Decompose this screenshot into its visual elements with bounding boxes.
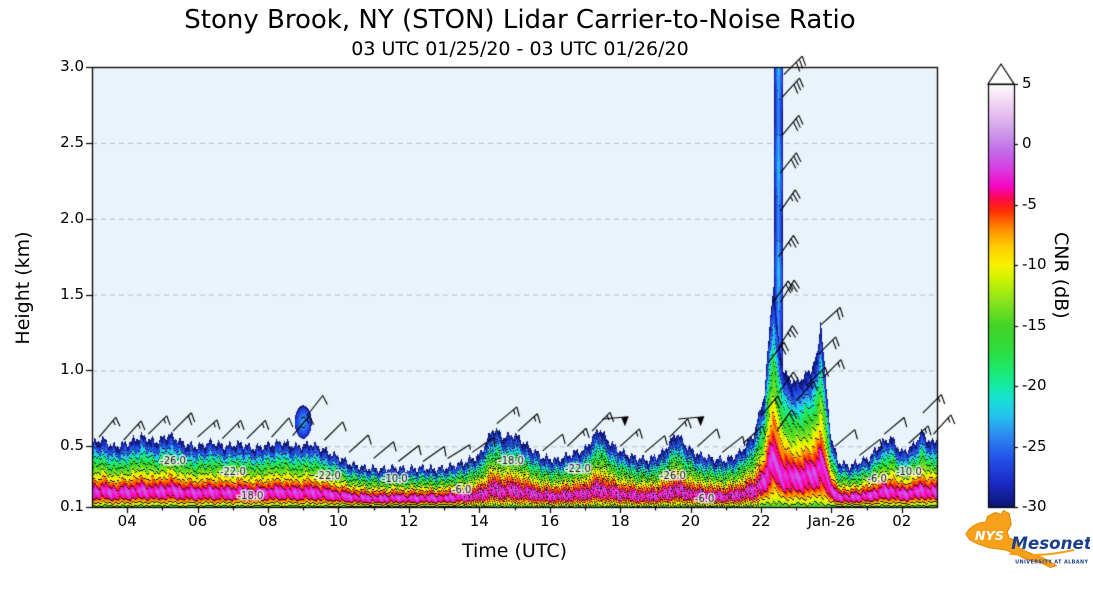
y-tick-label: 3.0 <box>60 57 84 75</box>
nys-mesonet-logo: NYS Mesonet UNIVERSITY AT ALBANY <box>965 509 1090 569</box>
colorbar-tick-label: 5 <box>1022 74 1032 92</box>
x-tick-label: 18 <box>610 512 630 530</box>
x-tick-label: Jan-26 <box>807 512 856 530</box>
colorbar-tick-label: -5 <box>1022 194 1037 213</box>
x-tick-label: 08 <box>258 512 278 530</box>
colorbar-tick-label: -30 <box>1022 497 1047 515</box>
logo-name-text: Mesonet <box>1011 533 1090 553</box>
colorbar-label: CNR (dB) <box>1050 232 1072 319</box>
x-tick-label: 04 <box>117 512 137 530</box>
x-tick-label: 22 <box>751 512 771 530</box>
colorbar-tick-label: 0 <box>1022 134 1032 153</box>
colorbar-tick-label: -15 <box>1022 315 1047 334</box>
x-tick-label: 16 <box>540 512 560 530</box>
x-tick-label: 10 <box>328 512 348 530</box>
colorbar-tick-label: -20 <box>1022 376 1047 395</box>
y-tick-label: 2.5 <box>60 132 84 151</box>
x-tick-label: 06 <box>188 512 208 530</box>
x-tick-label: 20 <box>680 512 701 530</box>
y-tick-label: 2.0 <box>60 208 84 227</box>
colorbar-tick-label: -25 <box>1022 436 1047 455</box>
y-tick-label: 0.1 <box>60 497 84 515</box>
x-axis-label: Time (UTC) <box>461 540 568 562</box>
chart-subtitle: 03 UTC 01/25/20 - 03 UTC 01/26/20 <box>351 38 689 60</box>
colorbar-tick-label: -10 <box>1022 255 1047 274</box>
x-tick-label: 14 <box>469 512 489 530</box>
ny-state-shape <box>965 509 1058 569</box>
y-tick-label: 0.5 <box>60 436 84 455</box>
y-axis-label: Height (km) <box>12 231 34 345</box>
x-tick-label: 12 <box>399 512 419 530</box>
y-tick-label: 1.5 <box>60 284 84 303</box>
logo-swoosh <box>1009 548 1075 557</box>
logo-org-text: NYS <box>975 529 1004 544</box>
logo-tagline-text: UNIVERSITY AT ALBANY <box>1015 560 1088 566</box>
x-tick-label: 02 <box>892 512 912 530</box>
y-tick-label: 1.0 <box>60 360 84 379</box>
chart-title: Stony Brook, NY (STON) Lidar Carrier-to-… <box>184 5 856 35</box>
